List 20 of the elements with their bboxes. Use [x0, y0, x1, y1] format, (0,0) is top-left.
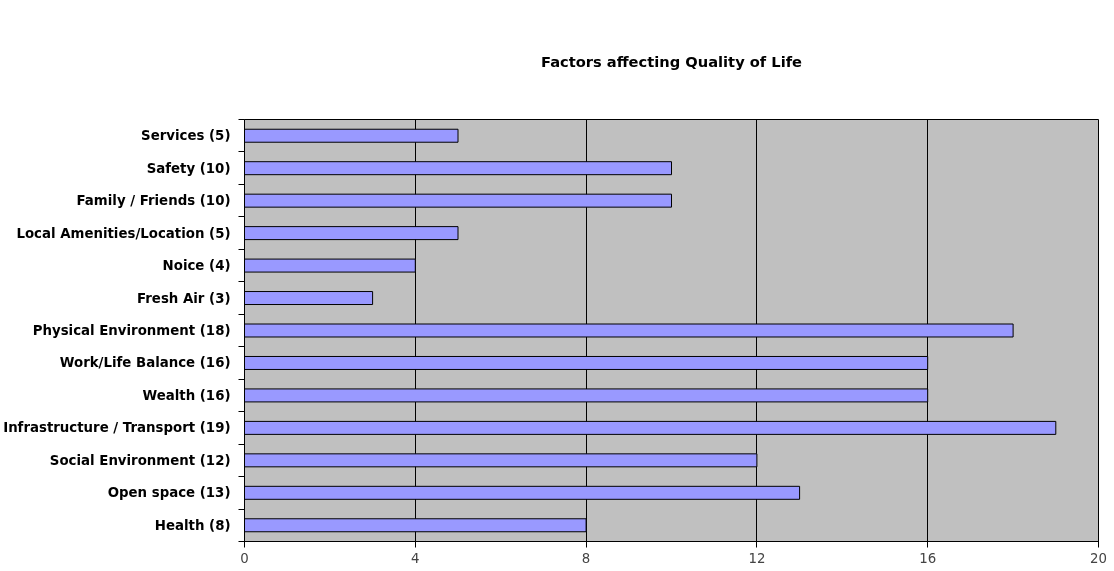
- y-tick-label: Fresh Air (3): [137, 290, 231, 306]
- y-tick-label: Work/Life Balance (16): [59, 355, 231, 371]
- y-tick-label: Infrastructure / Transport (19): [3, 420, 231, 436]
- y-tick-label: Noice (4): [162, 258, 231, 274]
- x-tick-label: 12: [748, 550, 766, 566]
- y-tick-label: Family / Friends (10): [76, 193, 231, 209]
- x-tick-label: 16: [919, 550, 937, 566]
- y-tick-label: Services (5): [141, 128, 231, 144]
- y-tick-label: Wealth (16): [142, 387, 231, 403]
- y-tick-label: Physical Environment (18): [32, 323, 231, 338]
- x-tick-label: 4: [411, 550, 420, 566]
- y-tick-label: Open space (13): [107, 485, 231, 501]
- y-tick-label: Health (8): [154, 517, 231, 533]
- y-tick-label: Social Environment (12): [49, 452, 231, 468]
- x-tick-label: 8: [581, 550, 591, 566]
- y-tick-label: Safety (10): [146, 160, 231, 176]
- x-tick-label: 20: [1090, 550, 1107, 566]
- y-tick-label: Local Amenities/Location (5): [16, 225, 231, 241]
- chart-title: Factors affecting Quality of Life: [540, 52, 803, 70]
- x-tick-label: 0: [240, 550, 249, 566]
